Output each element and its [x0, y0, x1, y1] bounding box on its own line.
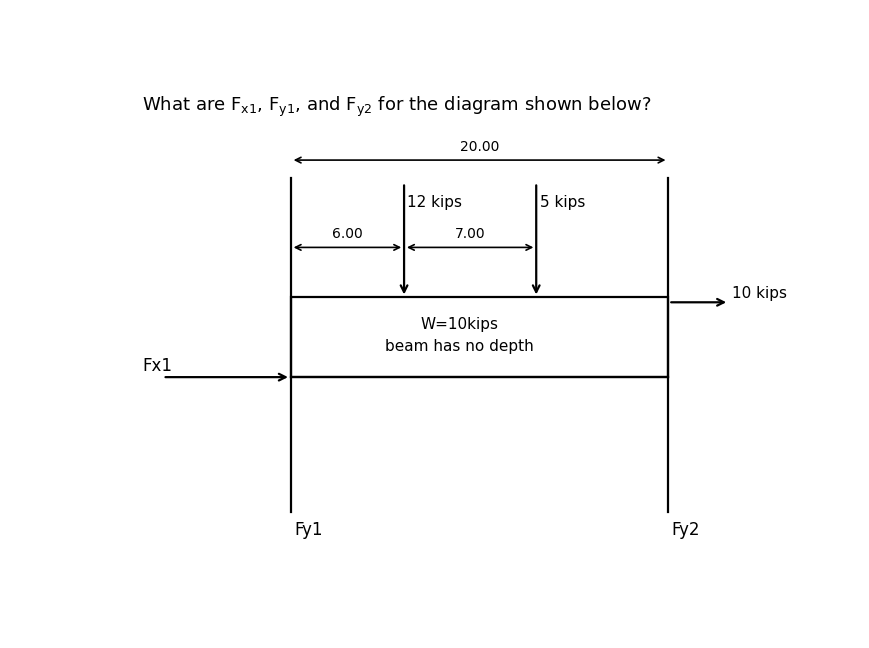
Text: 20.00: 20.00 [460, 140, 499, 154]
Bar [290, 297, 667, 377]
Text: Fy1: Fy1 [294, 521, 322, 539]
Text: What are F$_{\mathregular{x1}}$, F$_{\mathregular{y1}}$, and F$_{\mathregular{y2: What are F$_{\mathregular{x1}}$, F$_{\ma… [143, 95, 651, 119]
Text: W=10kips: W=10kips [420, 318, 498, 332]
Text: 10 kips: 10 kips [732, 286, 786, 301]
Text: Fy2: Fy2 [671, 521, 700, 539]
Text: 5 kips: 5 kips [539, 195, 584, 210]
Text: 6.00: 6.00 [332, 227, 362, 242]
Text: beam has no depth: beam has no depth [385, 339, 533, 354]
Text: Fx1: Fx1 [143, 356, 172, 375]
Text: 7.00: 7.00 [454, 227, 485, 242]
Text: 12 kips: 12 kips [407, 195, 462, 210]
